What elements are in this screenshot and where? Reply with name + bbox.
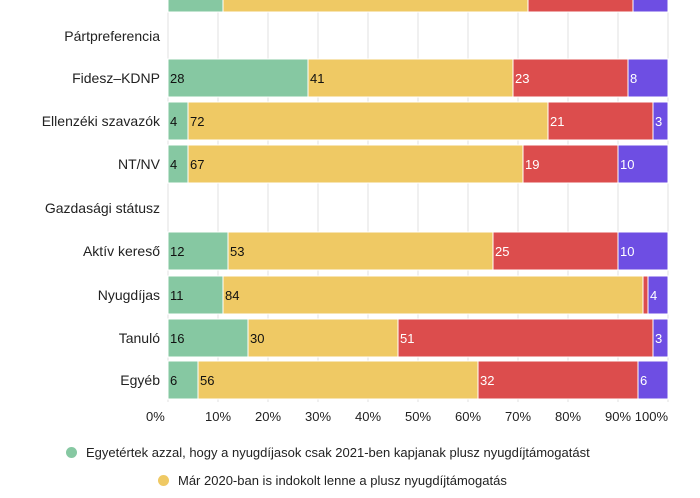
legend-label-agree-2021: Egyetértek azzal, hogy a nyugdíjasok csa… xyxy=(86,444,590,460)
bar-segment xyxy=(222,0,529,13)
bar-segment xyxy=(397,318,654,358)
x-tick-label: 90% xyxy=(605,409,631,424)
bar-value-label: 67 xyxy=(190,157,204,172)
bar-value-label: 28 xyxy=(170,71,184,86)
bar-value-label: 6 xyxy=(170,373,177,388)
bar-value-label: 11 xyxy=(170,288,184,303)
bar-value-label: 3 xyxy=(655,331,662,346)
x-tick-label: 10% xyxy=(205,409,231,424)
x-tick-label: 50% xyxy=(405,409,431,424)
x-tick-label: 40% xyxy=(355,409,381,424)
legend-item-agree-2021: Egyetértek azzal, hogy a nyugdíjasok csa… xyxy=(66,442,696,462)
bar-value-label: 53 xyxy=(230,244,244,259)
bar-segment xyxy=(617,231,669,271)
bar-segment xyxy=(512,58,629,98)
bar-value-label: 51 xyxy=(400,331,414,346)
x-tick-label: 100% xyxy=(635,409,669,424)
bar-segment xyxy=(637,360,669,400)
bar-value-label: 10 xyxy=(620,157,634,172)
x-tick-label: 70% xyxy=(505,409,531,424)
bar-segment xyxy=(247,318,399,358)
bar-segment xyxy=(652,318,669,358)
bar-value-label: 16 xyxy=(170,331,184,346)
bar-segment xyxy=(632,0,669,13)
bar-value-label: 10 xyxy=(620,244,634,259)
bar-segment xyxy=(477,360,639,400)
bar-segment xyxy=(522,144,619,184)
bar-value-label: 41 xyxy=(310,71,324,86)
bar-segment xyxy=(187,144,524,184)
bar-value-label: 4 xyxy=(170,114,177,129)
category-label: Pártpreferencia xyxy=(64,28,160,44)
category-label: NT/NV xyxy=(118,156,161,172)
bar-value-label: 25 xyxy=(495,244,509,259)
bar-value-label: 4 xyxy=(650,288,657,303)
bar-value-label: 72 xyxy=(190,114,204,129)
category-label: Aktív kereső xyxy=(83,243,160,259)
bar-value-label: 56 xyxy=(200,373,214,388)
bar-segment xyxy=(197,360,479,400)
legend-label-justified-2020: Már 2020-ban is indokolt lenne a plusz n… xyxy=(178,472,507,488)
bar-segment xyxy=(642,275,649,315)
bar-value-label: 84 xyxy=(225,288,239,303)
bar-segment xyxy=(187,101,549,141)
legend-item-justified-2020: Már 2020-ban is indokolt lenne a plusz n… xyxy=(158,470,696,490)
category-label: Nyugdíjas xyxy=(98,287,160,303)
bar-value-label: 30 xyxy=(250,331,264,346)
bar-value-label: 3 xyxy=(655,114,662,129)
category-label: Gazdasági státusz xyxy=(45,200,160,216)
bar-segment xyxy=(167,58,309,98)
category-label: Fidesz–KDNP xyxy=(72,70,160,86)
bar-segment xyxy=(167,318,249,358)
category-label: Tanuló xyxy=(119,330,160,346)
bar-segment xyxy=(167,0,224,13)
bar-segment xyxy=(307,58,514,98)
x-tick-label: 60% xyxy=(455,409,481,424)
x-tick-label: 30% xyxy=(305,409,331,424)
category-label: Egyéb xyxy=(120,372,160,388)
legend: Egyetértek azzal, hogy a nyugdíjasok csa… xyxy=(66,442,696,498)
bar-segment xyxy=(617,144,669,184)
x-tick-label: 20% xyxy=(255,409,281,424)
legend-swatch-green xyxy=(66,446,77,458)
bar-value-label: 21 xyxy=(550,114,564,129)
bar-value-label: 12 xyxy=(170,244,184,259)
bar-segment xyxy=(527,0,634,13)
bar-segment xyxy=(627,58,669,98)
x-tick-label: 80% xyxy=(555,409,581,424)
bar-value-label: 23 xyxy=(515,71,529,86)
bar-segment xyxy=(227,231,494,271)
bar-segment xyxy=(647,275,669,315)
bar-value-label: 19 xyxy=(525,157,539,172)
category-label: Ellenzéki szavazók xyxy=(42,113,161,129)
bar-value-label: 32 xyxy=(480,373,494,388)
legend-swatch-yellow xyxy=(158,474,169,486)
bar-value-label: 8 xyxy=(630,71,637,86)
bar-segment xyxy=(222,275,644,315)
bar-value-label: 4 xyxy=(170,157,177,172)
bar-segment xyxy=(652,101,669,141)
bar-segment xyxy=(492,231,619,271)
bar-value-label: 6 xyxy=(640,373,647,388)
x-tick-label: 0% xyxy=(146,409,165,424)
